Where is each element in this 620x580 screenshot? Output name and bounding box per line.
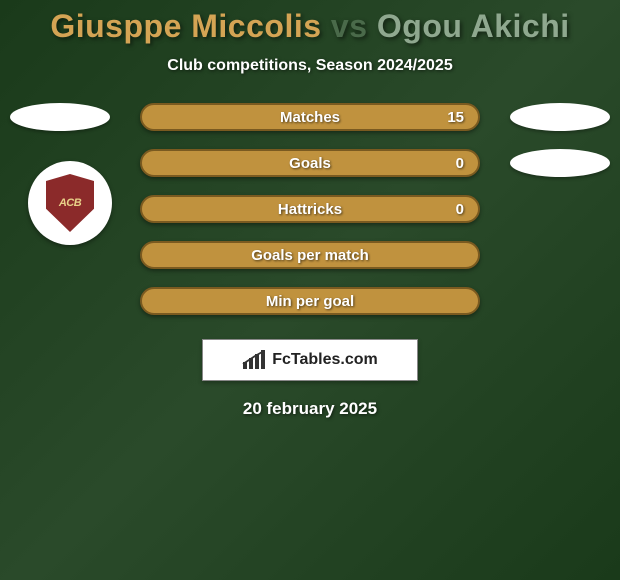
marker-ellipse <box>510 149 610 177</box>
club-badge: ACB <box>28 161 112 245</box>
stat-value: 0 <box>456 201 464 218</box>
stat-value: 0 <box>456 155 464 172</box>
stat-bar: Goals per match <box>140 241 480 269</box>
stats-area: Matches 15 Goals 0 Hattricks 0 Goals per match… <box>0 103 620 315</box>
stat-label: Matches <box>280 109 340 126</box>
stat-bar: Goals 0 <box>140 149 480 177</box>
stat-value: 15 <box>447 109 464 126</box>
club-shield: ACB <box>46 174 94 232</box>
right-markers <box>510 103 610 177</box>
date: 20 february 2025 <box>243 399 377 419</box>
source-logo: FcTables.com <box>202 339 418 381</box>
player2-name: Ogou Akichi <box>377 8 570 44</box>
vs-text: vs <box>331 8 368 44</box>
stats-column: Matches 15 Goals 0 Hattricks 0 Goals per match… <box>140 103 480 315</box>
subtitle: Club competitions, Season 2024/2025 <box>167 57 452 75</box>
stat-bar: Min per goal <box>140 287 480 315</box>
club-shield-text: ACB <box>59 197 81 209</box>
page-title: Giusppe Miccolis vs Ogou Akichi <box>50 8 569 45</box>
source-logo-text: FcTables.com <box>272 351 378 369</box>
stat-label: Goals per match <box>251 247 369 264</box>
stat-label: Hattricks <box>278 201 342 218</box>
stat-bar: Hattricks 0 <box>140 195 480 223</box>
stat-label: Min per goal <box>266 293 354 310</box>
left-markers <box>10 103 110 131</box>
comparison-card: Giusppe Miccolis vs Ogou Akichi Club com… <box>0 0 620 419</box>
player1-name: Giusppe Miccolis <box>50 8 321 44</box>
marker-ellipse <box>10 103 110 131</box>
stat-label: Goals <box>289 155 331 172</box>
bar-chart-icon <box>242 350 266 370</box>
stat-bar: Matches 15 <box>140 103 480 131</box>
marker-ellipse <box>510 103 610 131</box>
